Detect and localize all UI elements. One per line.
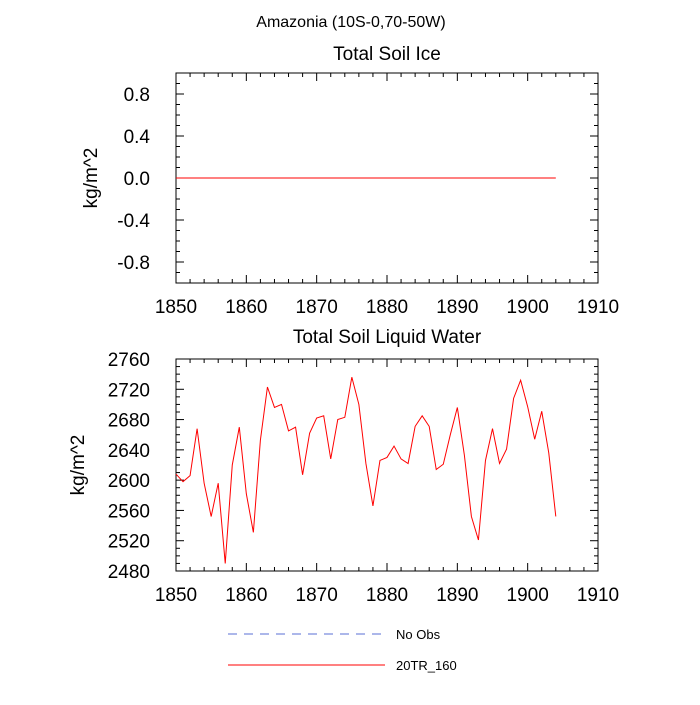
soil-ice-y-tick-label: -0.8 bbox=[117, 253, 150, 274]
soil-ice-ylabel: kg/m^2 bbox=[81, 148, 102, 209]
soil-liquid-water-y-tick-label: 2680 bbox=[108, 411, 150, 432]
soil-liquid-water-ylabel: kg/m^2 bbox=[68, 435, 89, 496]
soil-ice-x-tick-label: 1850 bbox=[155, 297, 197, 318]
soil-ice-y-tick-label: -0.4 bbox=[117, 211, 150, 232]
soil-ice-x-tick-label: 1910 bbox=[577, 297, 619, 318]
legend-20tr-160-label: 20TR_160 bbox=[396, 658, 457, 673]
soil-liquid-water-y-tick-label: 2600 bbox=[108, 471, 150, 492]
soil-ice-y-tick-label: 0.8 bbox=[124, 85, 150, 106]
soil-liquid-water-x-tick-label: 1910 bbox=[577, 585, 619, 606]
soil-liquid-water-y-tick-label: 2760 bbox=[108, 350, 150, 371]
soil-liquid-water-x-tick-label: 1860 bbox=[225, 585, 267, 606]
soil-ice-title: Total Soil Ice bbox=[333, 44, 441, 65]
soil-ice-x-tick-label: 1900 bbox=[507, 297, 549, 318]
legend-no-obs-label: No Obs bbox=[396, 627, 441, 642]
soil-liquid-water-y-tick-label: 2480 bbox=[108, 562, 150, 583]
soil-ice-y-tick-label: 0.0 bbox=[124, 169, 150, 190]
soil-liquid-water-y-tick-label: 2560 bbox=[108, 501, 150, 522]
soil-ice-y-tick-label: 0.4 bbox=[124, 127, 151, 148]
soil-liquid-water-plot-frame bbox=[175, 358, 599, 572]
soil-ice-x-tick-label: 1860 bbox=[225, 297, 267, 318]
soil-ice-x-tick-label: 1870 bbox=[296, 297, 338, 318]
legend: No Obs 20TR_160 bbox=[228, 627, 457, 673]
soil-ice-panel: Total Soil Ice kg/m^2 1850 1860 1870 1880 18… bbox=[81, 44, 619, 318]
soil-liquid-water-title: Total Soil Liquid Water bbox=[293, 327, 482, 348]
soil-liquid-water-x-tick-label: 1870 bbox=[296, 585, 338, 606]
soil-liquid-water-x-tick-label: 1880 bbox=[366, 585, 408, 606]
figure-title: Amazonia (10S-0,70-50W) bbox=[256, 14, 445, 31]
soil-ice-x-tick-label: 1880 bbox=[366, 297, 408, 318]
soil-liquid-water-y-tick-label: 2640 bbox=[108, 441, 150, 462]
soil-liquid-water-series-line bbox=[175, 377, 557, 564]
soil-liquid-water-x-tick-label: 1900 bbox=[507, 585, 549, 606]
soil-liquid-water-panel: Total Soil Liquid Water kg/m^2 1850 1860 1… bbox=[68, 327, 619, 606]
soil-ice-x-tick-label: 1890 bbox=[436, 297, 478, 318]
soil-liquid-water-x-tick-label: 1890 bbox=[436, 585, 478, 606]
soil-liquid-water-x-tick-label: 1850 bbox=[155, 585, 197, 606]
soil-liquid-water-y-tick-label: 2720 bbox=[108, 380, 150, 401]
soil-liquid-water-y-tick-label: 2520 bbox=[108, 532, 150, 553]
